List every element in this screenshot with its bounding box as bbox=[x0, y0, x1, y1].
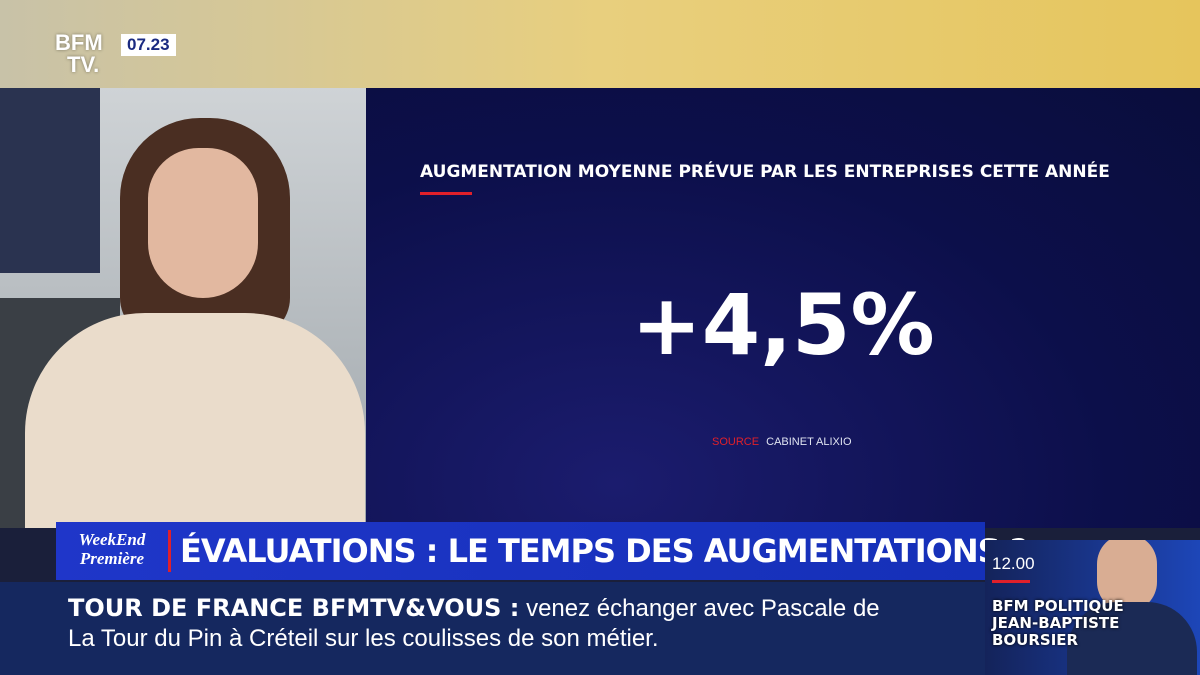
next-line1: BFM POLITIQUE bbox=[992, 597, 1124, 615]
next-title: BFM POLITIQUE JEAN-BAPTISTE BOURSIER bbox=[992, 598, 1124, 649]
headline-bar: WeekEnd Première ÉVALUATIONS : LE TEMPS … bbox=[56, 522, 1028, 580]
next-time: 12.00 bbox=[992, 554, 1035, 573]
next-line3: BOURSIER bbox=[992, 631, 1079, 649]
ticker-bar: TOUR DE FRANCE BFMTV&VOUS : venez échang… bbox=[0, 582, 985, 675]
next-line2: JEAN-BAPTISTE bbox=[992, 614, 1120, 632]
headline: ÉVALUATIONS : LE TEMPS DES AUGMENTATIONS… bbox=[180, 532, 1028, 570]
sweater bbox=[25, 313, 365, 528]
graphic-title: AUGMENTATION MOYENNE PRÉVUE PAR LES ENTR… bbox=[420, 162, 1110, 182]
separator bbox=[168, 530, 171, 572]
ticker-line1: TOUR DE FRANCE BFMTV&VOUS : venez échang… bbox=[68, 594, 880, 623]
graphic-panel: AUGMENTATION MOYENNE PRÉVUE PAR LES ENTR… bbox=[366, 88, 1200, 528]
logo-top: BFM bbox=[55, 30, 103, 55]
source-text: CABINET ALIXIO bbox=[766, 436, 852, 448]
big-value: +4,5% bbox=[631, 276, 935, 374]
source-label: SOURCE bbox=[712, 436, 760, 448]
host-face bbox=[1097, 540, 1157, 612]
next-program: 12.00 BFM POLITIQUE JEAN-BAPTISTE BOURSI… bbox=[985, 540, 1200, 675]
source: SOURCE CABINET ALIXIO bbox=[712, 436, 852, 448]
ticker-text2: La Tour du Pin à Créteil sur les couliss… bbox=[68, 625, 659, 652]
logo-bottom: TV. bbox=[67, 52, 100, 77]
show-logo-line2: Première bbox=[79, 549, 145, 568]
next-underline bbox=[992, 580, 1030, 583]
title-underline bbox=[420, 192, 472, 195]
ticker-text1: venez échanger avec Pascale de bbox=[526, 595, 880, 622]
show-logo-line1: WeekEnd bbox=[78, 530, 146, 549]
top-band bbox=[0, 0, 1200, 88]
host-suit bbox=[1067, 602, 1197, 675]
clock: 07.23 bbox=[121, 34, 176, 56]
screens-wall bbox=[0, 88, 100, 273]
face bbox=[148, 148, 258, 298]
show-logo: WeekEnd Première bbox=[60, 530, 164, 572]
studio bbox=[0, 88, 366, 528]
channel-logo: BFM TV. bbox=[55, 32, 115, 76]
ticker-label: TOUR DE FRANCE BFMTV&VOUS : bbox=[68, 594, 520, 622]
